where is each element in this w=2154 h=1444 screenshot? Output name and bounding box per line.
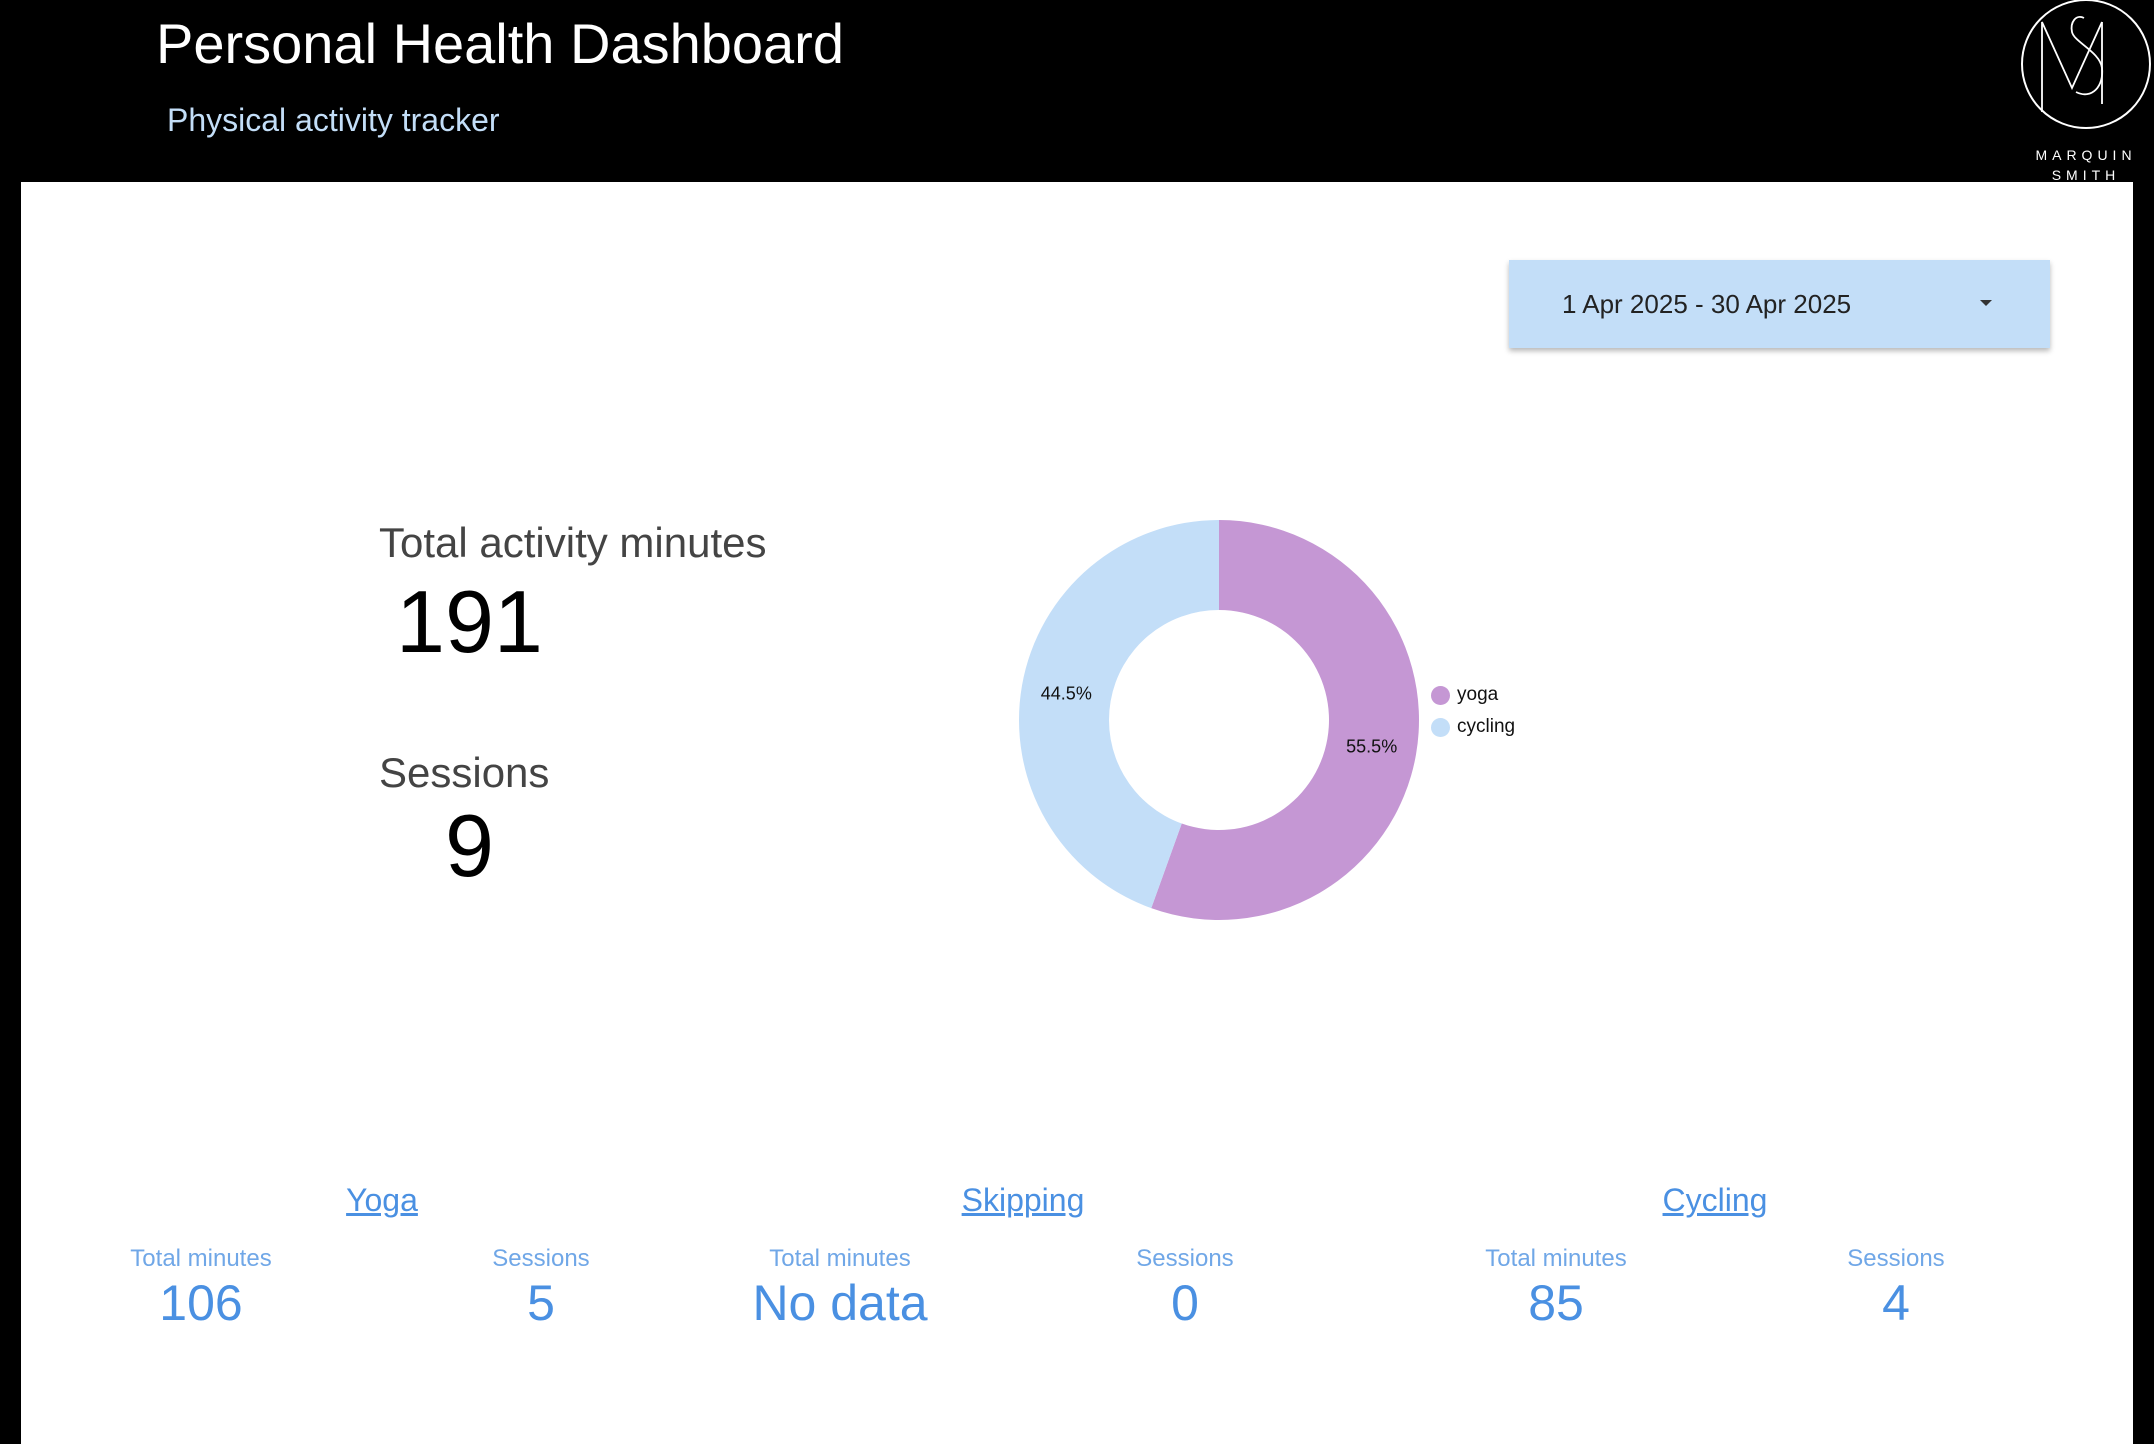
header: Personal Health Dashboard Physical activ… xyxy=(0,0,2154,183)
page-subtitle: Physical activity tracker xyxy=(167,102,500,138)
total-minutes-value: 191 xyxy=(396,572,543,671)
monogram-logo-icon xyxy=(2021,0,2151,129)
total-minutes-label: Total activity minutes xyxy=(379,519,767,566)
yoga-minutes-value: 106 xyxy=(159,1275,243,1331)
skipping-sessions-value: 0 xyxy=(1171,1275,1199,1331)
yoga-sessions-value: 5 xyxy=(527,1275,555,1331)
sessions-value: 9 xyxy=(445,796,494,895)
sessions-label: Sessions xyxy=(379,749,550,796)
page-title: Personal Health Dashboard xyxy=(156,12,844,75)
logo-text-line2: SMITH xyxy=(2051,167,2121,183)
yoga-minutes-label: Total minutes xyxy=(130,1245,272,1272)
activity-link-skipping[interactable]: Skipping xyxy=(961,1182,1085,1218)
report-canvas: 1 Apr 2025 - 30 Apr 2025 Total activity … xyxy=(21,182,2133,1444)
yoga-sessions-label: Sessions xyxy=(492,1245,590,1272)
logo-text-line1: MARQUIN xyxy=(2035,147,2137,163)
donut-label-cycling: 44.5% xyxy=(1041,683,1092,703)
legend-label-cycling: cycling xyxy=(1457,716,1516,737)
legend-swatch-cycling xyxy=(1431,718,1450,737)
dropdown-caret-icon xyxy=(1980,300,1992,306)
cycling-sessions-value: 4 xyxy=(1882,1275,1910,1331)
legend-swatch-yoga xyxy=(1431,686,1450,705)
cycling-sessions-label: Sessions xyxy=(1847,1245,1945,1272)
cycling-minutes-value: 85 xyxy=(1528,1275,1584,1331)
donut-slice-yoga[interactable] xyxy=(1151,520,1420,920)
activity-link-cycling[interactable]: Cycling xyxy=(1662,1182,1768,1218)
activity-donut-chart[interactable]: 55.5% 44.5% xyxy=(991,500,1431,940)
date-range-picker[interactable]: 1 Apr 2025 - 30 Apr 2025 xyxy=(1509,260,2050,348)
cycling-minutes-label: Total minutes xyxy=(1485,1245,1627,1272)
skipping-minutes-label: Total minutes xyxy=(769,1245,911,1272)
activity-link-yoga[interactable]: Yoga xyxy=(346,1182,418,1218)
skipping-minutes-value: No data xyxy=(752,1275,928,1331)
donut-slice-cycling[interactable] xyxy=(1019,520,1219,909)
date-range-value: 1 Apr 2025 - 30 Apr 2025 xyxy=(1562,289,1852,319)
legend-label-yoga: yoga xyxy=(1457,684,1499,705)
donut-label-yoga: 55.5% xyxy=(1346,737,1397,757)
skipping-sessions-label: Sessions xyxy=(1136,1245,1234,1272)
brand-logo: MARQUIN SMITH xyxy=(2018,0,2154,183)
